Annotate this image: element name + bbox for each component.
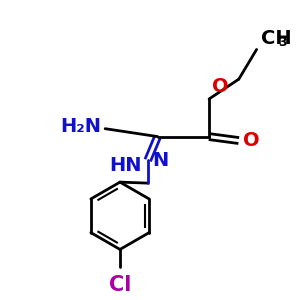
Text: H₂N: H₂N [60, 117, 101, 136]
Text: CH: CH [261, 28, 291, 47]
Text: Cl: Cl [109, 275, 131, 295]
Text: O: O [243, 131, 260, 150]
Text: HN: HN [109, 156, 142, 175]
Text: N: N [153, 151, 169, 170]
Text: O: O [212, 77, 229, 96]
Text: 3: 3 [278, 37, 287, 50]
